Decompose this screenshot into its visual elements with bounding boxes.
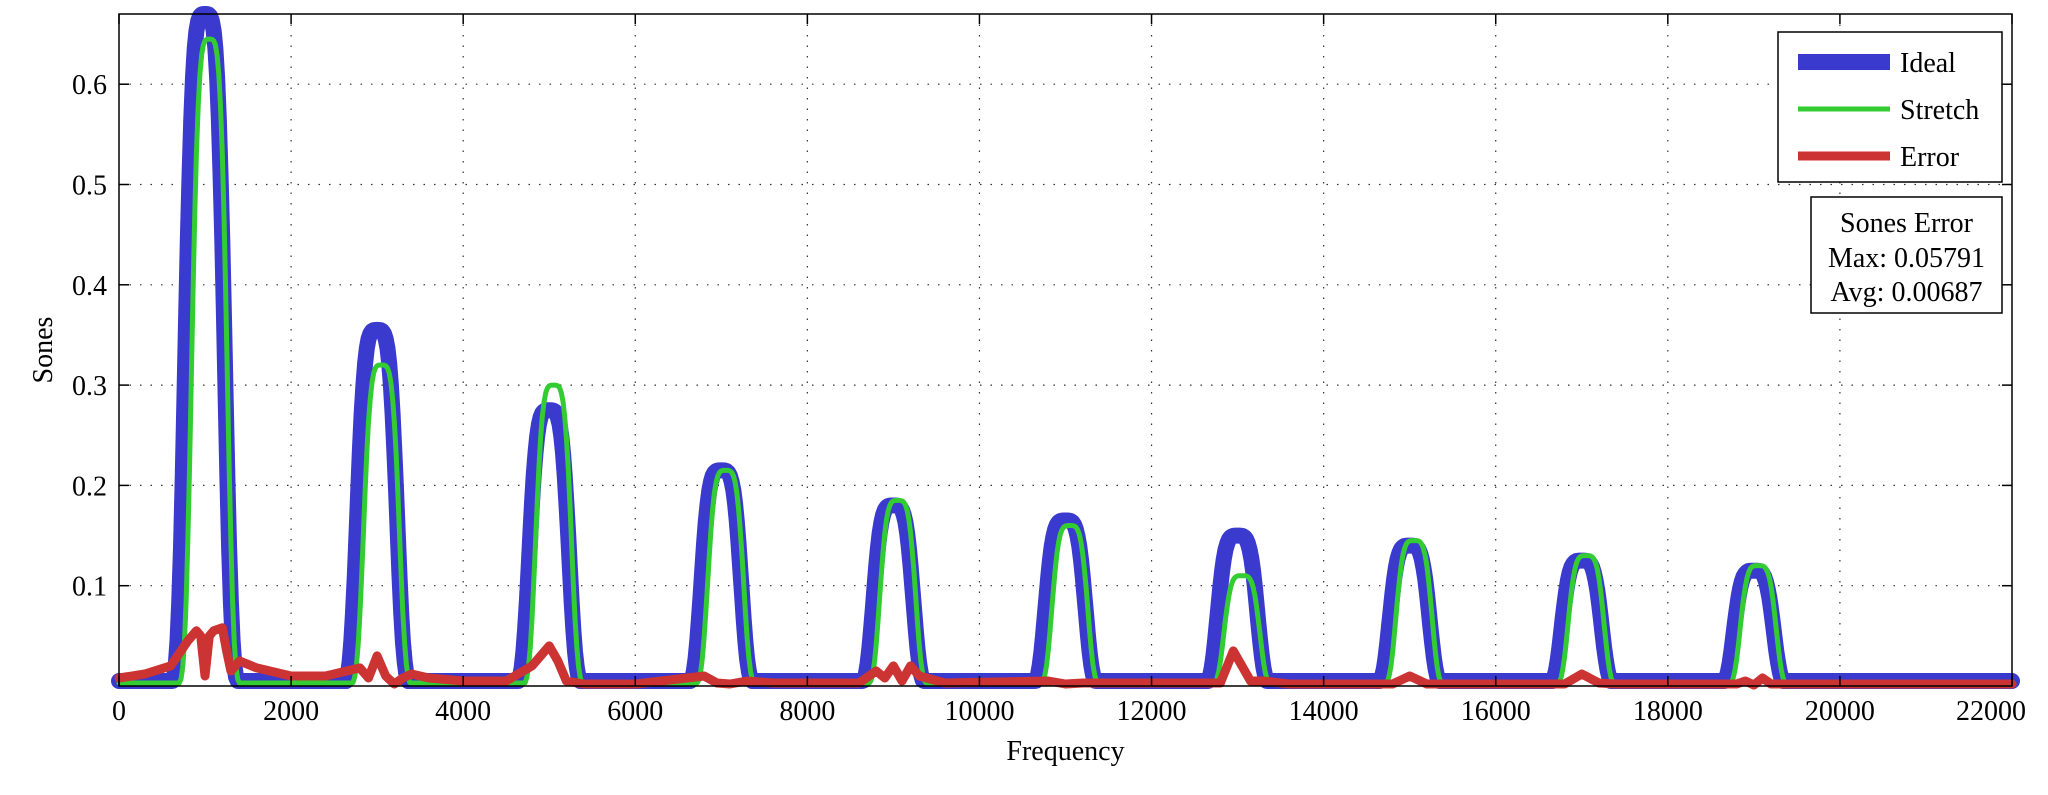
x-tick-label: 18000 xyxy=(1633,696,1703,727)
series-line-error xyxy=(114,623,2017,690)
axes-frame xyxy=(118,13,2013,687)
annotation-title: Sones Error xyxy=(1840,208,1974,239)
y-tick-label: 0.3 xyxy=(72,371,107,402)
grid-lines xyxy=(119,14,2012,686)
annotation-avg: Avg: 0.00687 xyxy=(1831,277,1983,308)
x-tick-label: 14000 xyxy=(1289,696,1359,727)
x-tick-label: 22000 xyxy=(1956,696,2026,727)
x-tick-label: 10000 xyxy=(944,696,1014,727)
y-tick-label: 0.4 xyxy=(72,271,107,302)
error-annotation-box: Sones Error Max: 0.05791 Avg: 0.00687 xyxy=(1810,196,2003,314)
x-tick-label: 16000 xyxy=(1461,696,1531,727)
series-line-stretch xyxy=(116,36,2015,686)
x-tick-label: 6000 xyxy=(607,696,663,727)
x-tick-label: 2000 xyxy=(263,696,319,727)
x-tick-label: 0 xyxy=(112,696,126,727)
y-tick-label: 0.2 xyxy=(72,471,107,502)
legend-label-stretch: Stretch xyxy=(1900,95,1979,126)
annotation-max: Max: 0.05791 xyxy=(1828,243,1985,274)
y-tick-label: 0.5 xyxy=(72,171,107,202)
y-tick-label: 0.6 xyxy=(72,70,107,101)
annotation-frame xyxy=(1810,196,2003,314)
plot-area xyxy=(111,6,2020,690)
x-tick-label: 8000 xyxy=(779,696,835,727)
x-axis-title: Frequency xyxy=(1006,736,1124,767)
x-tick-label: 4000 xyxy=(435,696,491,727)
x-tick-label: 12000 xyxy=(1117,696,1187,727)
y-tick-label: 0.1 xyxy=(72,572,107,603)
x-tick-label: 20000 xyxy=(1805,696,1875,727)
legend-label-ideal: Ideal xyxy=(1900,48,1956,79)
legend: Ideal Stretch Error xyxy=(1777,31,2003,183)
legend-label-error: Error xyxy=(1900,142,1960,173)
axis-ticks: 0 2000 4000 6000 8000 10000 12000 14000 16000 180… xyxy=(72,14,2026,727)
y-axis-title: Sones xyxy=(28,317,59,384)
